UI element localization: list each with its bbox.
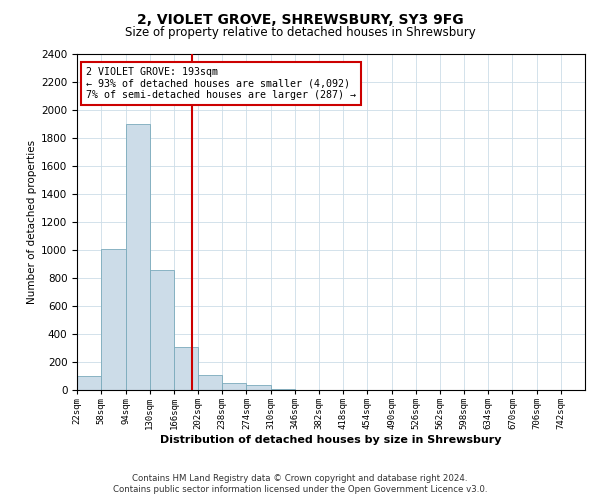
Text: 2 VIOLET GROVE: 193sqm
← 93% of detached houses are smaller (4,092)
7% of semi-d: 2 VIOLET GROVE: 193sqm ← 93% of detached… bbox=[86, 66, 356, 100]
Bar bbox=[198, 375, 222, 390]
Text: 2, VIOLET GROVE, SHREWSBURY, SY3 9FG: 2, VIOLET GROVE, SHREWSBURY, SY3 9FG bbox=[137, 12, 463, 26]
Bar bbox=[247, 386, 271, 390]
Y-axis label: Number of detached properties: Number of detached properties bbox=[27, 140, 37, 304]
Bar bbox=[125, 124, 149, 390]
Bar bbox=[149, 270, 174, 390]
Bar bbox=[101, 250, 125, 390]
Text: Size of property relative to detached houses in Shrewsbury: Size of property relative to detached ho… bbox=[125, 26, 475, 39]
Bar bbox=[174, 347, 198, 390]
X-axis label: Distribution of detached houses by size in Shrewsbury: Distribution of detached houses by size … bbox=[160, 435, 502, 445]
Bar bbox=[271, 389, 295, 390]
Bar bbox=[222, 383, 247, 390]
Text: Contains HM Land Registry data © Crown copyright and database right 2024.
Contai: Contains HM Land Registry data © Crown c… bbox=[113, 474, 487, 494]
Bar bbox=[77, 376, 101, 390]
